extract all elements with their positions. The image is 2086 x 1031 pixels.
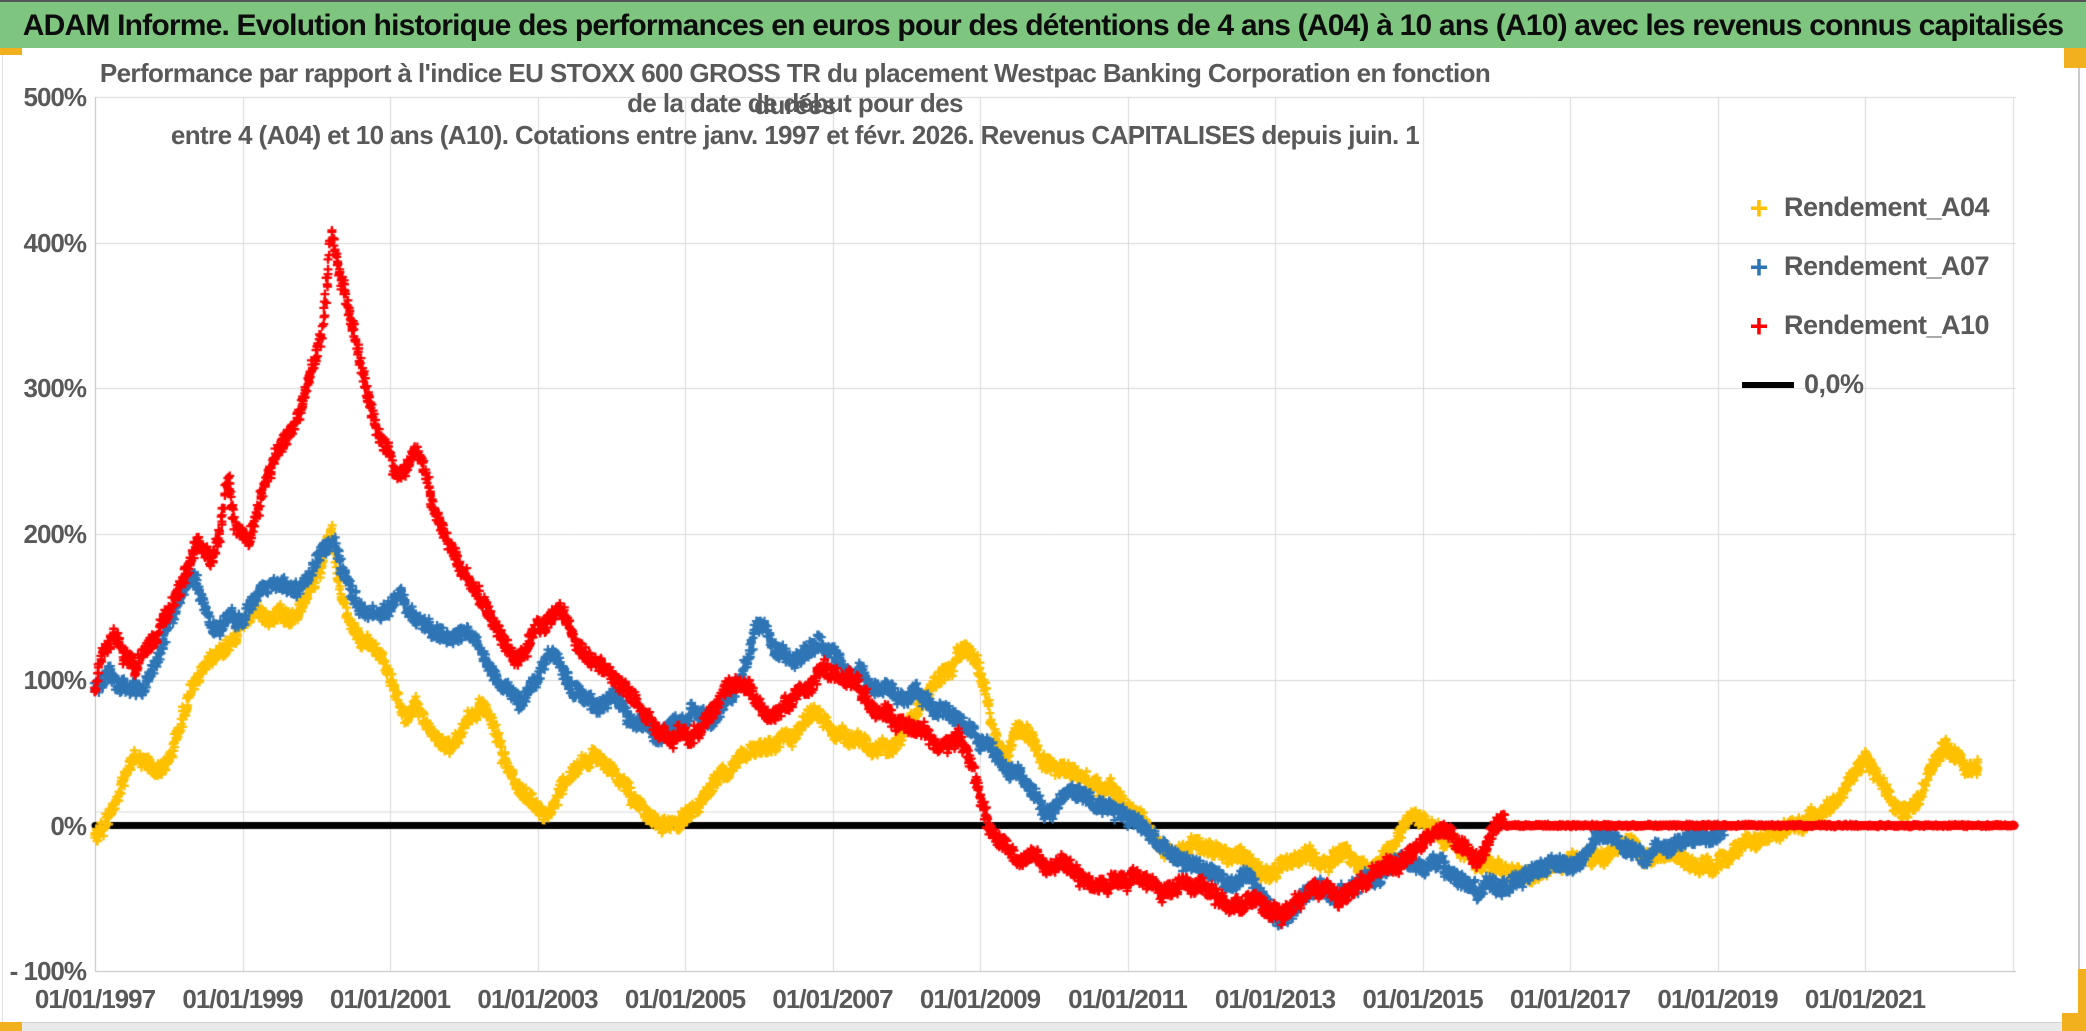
legend-item: + Rendement_A10: [1742, 296, 1990, 355]
title-banner: ADAM Informe. Evolution historique des p…: [0, 0, 2086, 50]
legend-item: + Rendement_A07: [1742, 237, 1990, 296]
frame-accent-top-right: [2064, 48, 2086, 68]
plus-marker-icon: +: [1749, 189, 1769, 226]
x-tick-label: 01/01/2013: [1214, 984, 1336, 1014]
plus-marker-icon: +: [1749, 307, 1769, 344]
page-title: ADAM Informe. Evolution historique des p…: [22, 9, 2064, 42]
performance-scatter-chart: [0, 48, 2086, 1022]
chart-legend: + Rendement_A04 + Rendement_A07 + Rendement_A…: [1742, 178, 1990, 414]
legend-label: Rendement_A10: [1784, 310, 1990, 340]
chart-right-border: [2078, 48, 2080, 1022]
frame-accent-bottom-right-horizontal: [2062, 1013, 2086, 1031]
legend-item: + Rendement_A04: [1742, 178, 1990, 237]
y-tick-label: 0%: [50, 810, 87, 841]
legend-label: Rendement_A07: [1784, 251, 1990, 281]
chart-title-line-1: Performance par rapport à l'indice EU ST…: [99, 58, 1491, 118]
x-tick-label: 01/01/2021: [1804, 984, 1926, 1014]
plus-marker-icon: +: [1749, 248, 1769, 285]
x-tick-label: 01/01/2005: [624, 984, 746, 1014]
y-tick-label: - 100%: [9, 956, 87, 987]
line-marker-icon: [1742, 381, 1794, 388]
y-tick-label: 300%: [23, 373, 88, 404]
y-tick-label: 100%: [23, 664, 88, 695]
bottom-strip: [0, 1022, 2086, 1031]
x-tick-label: 01/01/1997: [34, 984, 156, 1014]
x-tick-label: 01/01/2011: [1068, 984, 1188, 1014]
legend-item: 0,0%: [1742, 355, 1989, 414]
chart-region: Performance par rapport à l'indice EU ST…: [0, 48, 2086, 1022]
y-tick-label: 200%: [23, 519, 88, 550]
chart-title-line-3: entre 4 (A04) et 10 ans (A10). Cotations…: [170, 120, 1420, 150]
x-tick-label: 01/01/2003: [477, 984, 598, 1014]
frame-accent-bottom-left: [0, 1022, 22, 1031]
frame-accent-bottom-right-vertical: [2078, 969, 2086, 1031]
x-tick-label: 01/01/2009: [919, 984, 1041, 1014]
x-tick-label: 01/01/2019: [1657, 984, 1778, 1014]
chart-title-line-2: durées: [754, 90, 836, 120]
frame-accent-top-left: [0, 48, 22, 55]
legend-label: 0,0%: [1804, 369, 1864, 399]
x-tick-label: 01/01/2017: [1509, 984, 1631, 1014]
y-tick-label: 400%: [23, 227, 88, 258]
y-tick-label: 500%: [23, 82, 88, 112]
x-tick-label: 01/01/2015: [1362, 984, 1483, 1014]
x-tick-label: 01/01/1999: [182, 984, 303, 1014]
chart-left-border: [2, 48, 3, 1022]
x-tick-label: 01/01/2007: [772, 984, 893, 1014]
x-tick-label: 01/01/2001: [329, 984, 451, 1014]
legend-label: Rendement_A04: [1784, 192, 1990, 222]
